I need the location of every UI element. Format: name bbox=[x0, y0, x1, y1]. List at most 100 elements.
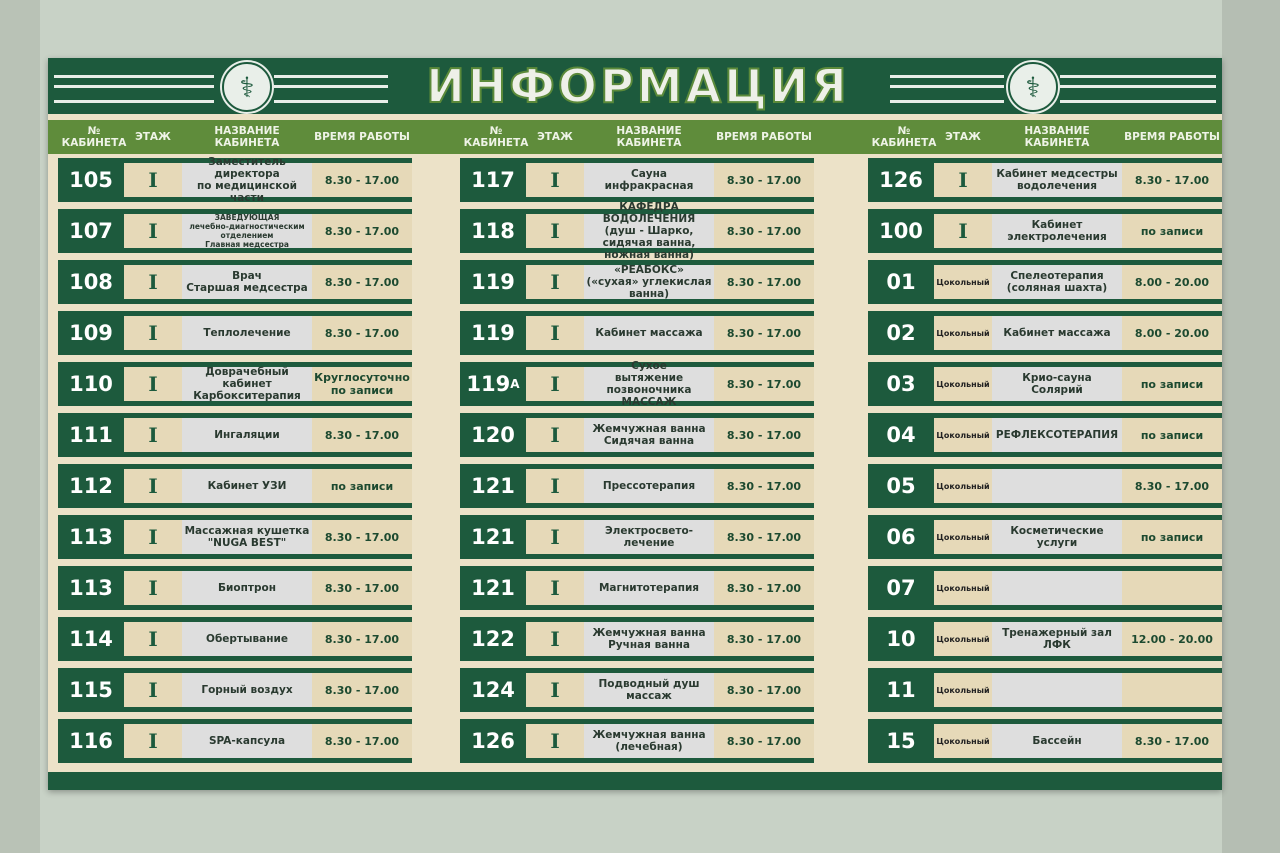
room-floor: I bbox=[124, 214, 182, 248]
bowl-of-hygieia-icon: ⚕ bbox=[222, 62, 272, 112]
room-floor: Цокольный bbox=[934, 571, 992, 605]
room-number-text: 04 bbox=[886, 423, 916, 447]
room-number-text: 114 bbox=[69, 627, 113, 651]
room-row-panel: 108 I Врач Старшая медсестра 8.30 - 17.00 bbox=[58, 265, 412, 299]
room-row: 113 I Биоптрон 8.30 - 17.00 bbox=[58, 566, 412, 610]
room-number-text: 03 bbox=[886, 372, 916, 396]
room-row: 119 I «РЕАБОКС» («сухая» углекислая ванна)… bbox=[460, 260, 814, 304]
room-row: 10 Цокольный Тренажерный зал ЛФК 12.00 - 20… bbox=[868, 617, 1222, 661]
room-row: 02 Цокольный Кабинет массажа 8.00 - 20.00 bbox=[868, 311, 1222, 355]
room-hours: по записи bbox=[1122, 418, 1222, 452]
room-hours: 8.30 - 17.00 bbox=[714, 316, 814, 350]
room-number: 10 bbox=[868, 622, 934, 656]
room-number: 126 bbox=[460, 724, 526, 758]
room-name: Прессотерапия bbox=[584, 469, 714, 503]
column-header-name: НАЗВАНИЕ КАБИНЕТА bbox=[214, 125, 280, 149]
room-number-text: 06 bbox=[886, 525, 916, 549]
room-number-text: 121 bbox=[471, 576, 515, 600]
room-name: Доврачебный кабинет Карбокситерапия bbox=[182, 366, 312, 402]
board-footer bbox=[48, 772, 1222, 790]
room-row: 121 I Прессотерапия 8.30 - 17.00 bbox=[460, 464, 814, 508]
room-row-panel: 01 Цокольный Спелеотерапия (соляная шахта)… bbox=[868, 265, 1222, 299]
room-row-panel: 107 I ЗАВЕДУЮЩАЯ лечебно-диагностическим о… bbox=[58, 213, 412, 249]
room-row-panel: 119 А I Сухое вытяжение позвоночника МАССАЖ… bbox=[460, 360, 814, 408]
room-name: КАФЕДРА ВОДОЛЕЧЕНИЯ (душ - Шарко, сидяча… bbox=[584, 201, 714, 261]
room-floor: Цокольный bbox=[934, 724, 992, 758]
room-hours: 8.30 - 17.00 bbox=[714, 163, 814, 197]
room-number-text: 02 bbox=[886, 321, 916, 345]
room-number: 118 bbox=[460, 214, 526, 248]
room-row-panel: 07 Цокольный bbox=[868, 571, 1222, 605]
room-row-panel: 115 I Горный воздух 8.30 - 17.00 bbox=[58, 673, 412, 707]
room-floor: I bbox=[124, 163, 182, 197]
decorative-stripes bbox=[890, 75, 1004, 103]
room-hours: Круглосуточно по записи bbox=[312, 367, 412, 401]
room-number: 115 bbox=[58, 673, 124, 707]
room-row: 111 I Ингаляции 8.30 - 17.00 bbox=[58, 413, 412, 457]
room-name bbox=[992, 469, 1122, 503]
decorative-stripes bbox=[274, 75, 388, 103]
room-hours: 8.30 - 17.00 bbox=[714, 469, 814, 503]
room-floor: I bbox=[124, 265, 182, 299]
room-number-text: 110 bbox=[69, 372, 113, 396]
room-row-panel: 121 I Прессотерапия 8.30 - 17.00 bbox=[460, 469, 814, 503]
room-hours bbox=[1122, 673, 1222, 707]
room-number-text: 01 bbox=[886, 270, 916, 294]
room-hours: 8.00 - 20.00 bbox=[1122, 316, 1222, 350]
room-floor: Цокольный bbox=[934, 367, 992, 401]
room-floor: I bbox=[526, 469, 584, 503]
room-row-panel: 110 I Доврачебный кабинет Карбокситерапия К… bbox=[58, 366, 412, 402]
room-floor: Цокольный bbox=[934, 265, 992, 299]
room-row-panel: 121 I Электросвето- лечение 8.30 - 17.00 bbox=[460, 520, 814, 554]
room-hours: 12.00 - 20.00 bbox=[1122, 622, 1222, 656]
room-floor: I bbox=[124, 622, 182, 656]
room-number: 04 bbox=[868, 418, 934, 452]
board-header: ⚕ ИНФОРМАЦИЯ ⚕ bbox=[48, 58, 1222, 114]
room-number-text: 109 bbox=[69, 321, 113, 345]
room-number-text: 112 bbox=[69, 474, 113, 498]
column-headers: № КАБИНЕТА ЭТАЖ НАЗВАНИЕ КАБИНЕТА ВРЕМЯ РАБ… bbox=[48, 120, 1222, 154]
room-name: Сухое вытяжение позвоночника МАССАЖ bbox=[584, 360, 714, 408]
room-number-text: 118 bbox=[471, 219, 515, 243]
room-floor: I bbox=[934, 214, 992, 248]
room-row: 06 Цокольный Косметические услуги по записи bbox=[868, 515, 1222, 559]
room-number: 111 bbox=[58, 418, 124, 452]
room-floor: I bbox=[124, 418, 182, 452]
room-name: Теплолечение bbox=[182, 316, 312, 350]
room-name: Магнитотерапия bbox=[584, 571, 714, 605]
room-hours: 8.30 - 17.00 bbox=[714, 571, 814, 605]
room-row-panel: 109 I Теплолечение 8.30 - 17.00 bbox=[58, 316, 412, 350]
room-number: 119 bbox=[460, 316, 526, 350]
room-number-text: 07 bbox=[886, 576, 916, 600]
room-row-panel: 124 I Подводный душ массаж 8.30 - 17.00 bbox=[460, 673, 814, 707]
room-hours: 8.30 - 17.00 bbox=[312, 214, 412, 248]
room-hours bbox=[1122, 571, 1222, 605]
room-floor: I bbox=[124, 469, 182, 503]
room-number: 03 bbox=[868, 367, 934, 401]
room-number-text: 115 bbox=[69, 678, 113, 702]
room-name bbox=[992, 673, 1122, 707]
column-header-hours: ВРЕМЯ РАБОТЫ bbox=[314, 131, 410, 143]
room-row: 112 I Кабинет УЗИ по записи bbox=[58, 464, 412, 508]
room-number-text: 126 bbox=[879, 168, 923, 192]
room-hours: 8.30 - 17.00 bbox=[312, 316, 412, 350]
room-name: Подводный душ массаж bbox=[584, 673, 714, 707]
room-floor: I bbox=[526, 520, 584, 554]
room-number: 121 bbox=[460, 469, 526, 503]
room-row: 01 Цокольный Спелеотерапия (соляная шахта)… bbox=[868, 260, 1222, 304]
room-row-panel: 119 I «РЕАБОКС» («сухая» углекислая ванна)… bbox=[460, 264, 814, 300]
room-hours: по записи bbox=[1122, 367, 1222, 401]
room-row: 119 А I Сухое вытяжение позвоночника МАССАЖ… bbox=[460, 360, 814, 408]
room-row: 124 I Подводный душ массаж 8.30 - 17.00 bbox=[460, 668, 814, 712]
room-number: 124 bbox=[460, 673, 526, 707]
column-header-number: № КАБИНЕТА bbox=[871, 125, 937, 149]
room-number: 109 bbox=[58, 316, 124, 350]
room-floor: Цокольный bbox=[934, 469, 992, 503]
room-row-panel: 113 I Биоптрон 8.30 - 17.00 bbox=[58, 571, 412, 605]
column-header-hours: ВРЕМЯ РАБОТЫ bbox=[1124, 131, 1220, 143]
room-name: Ингаляции bbox=[182, 418, 312, 452]
room-number: 116 bbox=[58, 724, 124, 758]
room-row: 115 I Горный воздух 8.30 - 17.00 bbox=[58, 668, 412, 712]
room-row: 121 I Электросвето- лечение 8.30 - 17.00 bbox=[460, 515, 814, 559]
room-floor: I bbox=[934, 163, 992, 197]
